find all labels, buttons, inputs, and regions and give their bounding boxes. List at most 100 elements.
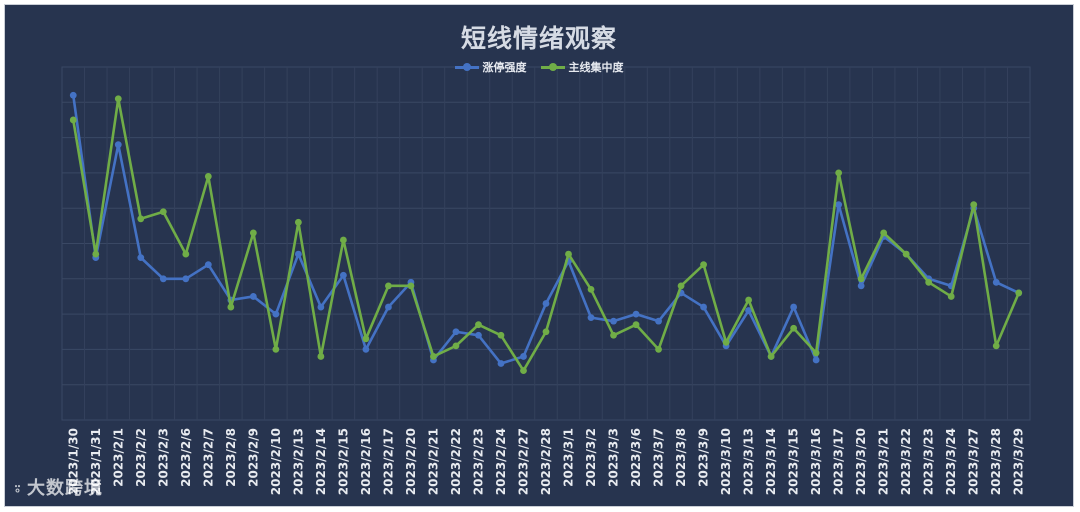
- x-tick-label: 2023/3/7: [652, 428, 666, 487]
- x-tick-label: 2023/2/15: [336, 428, 350, 495]
- x-tick-label: 2023/1/31: [89, 428, 103, 495]
- x-tick-label: 2023/3/3: [607, 428, 621, 487]
- legend-item-series-2[interactable]: 主线集中度: [540, 59, 624, 75]
- data-point-series-1: [339, 271, 347, 279]
- x-tick-label: 2023/3/27: [967, 428, 981, 495]
- data-point-series-2: [790, 324, 798, 332]
- data-point-series-2: [925, 278, 933, 286]
- x-tick-label: 2023/2/1: [111, 428, 125, 487]
- data-point-series-1: [114, 141, 122, 149]
- x-tick-label: 2023/2/24: [494, 428, 508, 495]
- data-point-series-2: [69, 116, 77, 124]
- x-tick-label: 2023/2/28: [539, 428, 553, 495]
- chart-legend: 涨停强度 主线集中度: [5, 59, 1073, 75]
- watermark-logo-icon: ⍤: [13, 480, 24, 498]
- data-point-series-2: [565, 250, 572, 258]
- data-point-series-2: [722, 338, 730, 346]
- x-tick-label: 2023/2/17: [381, 428, 395, 495]
- x-tick-label: 2023/3/6: [629, 428, 643, 487]
- x-tick-label: 2023/3/24: [944, 428, 958, 495]
- data-point-series-2: [294, 218, 302, 226]
- data-point-series-1: [700, 303, 707, 311]
- x-tick-label: 2023/3/10: [719, 428, 733, 495]
- data-point-series-1: [182, 275, 190, 283]
- data-point-series-2: [452, 342, 460, 350]
- x-tick-label: 2023/2/14: [314, 428, 328, 495]
- data-point-series-1: [294, 250, 302, 258]
- data-point-series-1: [317, 303, 325, 311]
- data-point-series-2: [767, 353, 775, 360]
- data-point-series-2: [114, 95, 122, 103]
- data-point-series-2: [587, 285, 595, 293]
- data-point-series-2: [857, 275, 865, 283]
- data-point-series-2: [159, 208, 167, 216]
- data-point-series-2: [204, 173, 212, 180]
- line-chart: 2023/1/30 2023/1/31 2023/2/1 2023/2/2 2023/2…: [61, 66, 1031, 495]
- watermark: ⍤ 大数跨境: [13, 474, 103, 500]
- data-point-series-1: [520, 353, 527, 360]
- data-point-series-1: [452, 328, 460, 336]
- data-point-series-2: [835, 169, 843, 177]
- data-point-series-2: [677, 282, 685, 290]
- data-point-series-2: [137, 215, 145, 223]
- data-point-series-1: [69, 91, 77, 99]
- data-point-series-1: [992, 278, 1000, 286]
- data-point-series-2: [542, 328, 550, 336]
- data-point-series-2: [475, 321, 482, 329]
- data-point-series-2: [880, 229, 888, 237]
- data-point-series-1: [249, 293, 257, 300]
- data-point-series-2: [92, 250, 100, 258]
- data-point-series-1: [587, 314, 595, 322]
- data-point-series-2: [902, 250, 910, 258]
- data-point-series-1: [159, 275, 167, 283]
- x-tick-label: 2023/2/23: [471, 428, 485, 495]
- x-tick-label: 2023/2/27: [516, 428, 530, 495]
- data-point-series-2: [339, 236, 347, 244]
- x-tick-label: 2023/3/1: [562, 428, 576, 487]
- data-point-series-1: [632, 310, 640, 318]
- data-point-series-2: [812, 349, 820, 357]
- data-point-series-1: [497, 360, 505, 367]
- x-tick-label: 2023/3/15: [787, 428, 801, 495]
- x-tick-label: 2023/2/10: [269, 428, 283, 495]
- x-tick-label: 2023/2/21: [426, 428, 440, 495]
- legend-label-series-1: 涨停强度: [482, 61, 527, 74]
- data-point-series-1: [745, 307, 753, 314]
- data-point-series-1: [857, 282, 865, 290]
- x-tick-label: 2023/3/9: [697, 428, 711, 487]
- chart-frame: 2023/1/30 2023/1/31 2023/2/1 2023/2/2 2023/2…: [4, 4, 1074, 507]
- data-point-series-2: [520, 367, 527, 374]
- series-line-1: [71, 95, 1020, 365]
- x-tick-label: 2023/2/13: [291, 428, 305, 495]
- data-point-series-2: [700, 261, 707, 269]
- data-point-series-2: [992, 342, 1000, 350]
- legend-swatch-series-2: [540, 62, 565, 72]
- x-tick-label: 2023/3/16: [809, 428, 823, 495]
- x-tick-label: 2023/3/13: [742, 428, 756, 495]
- data-point-series-2: [272, 346, 280, 353]
- x-tick-label: 2023/3/8: [674, 428, 688, 487]
- data-point-series-2: [497, 331, 505, 339]
- data-point-series-1: [812, 356, 820, 364]
- data-point-series-1: [475, 331, 482, 339]
- data-point-series-2: [362, 335, 370, 343]
- data-point-series-2: [385, 282, 392, 290]
- x-tick-label: 2023/2/16: [359, 428, 373, 495]
- x-tick-label: 2023/3/22: [899, 428, 913, 495]
- data-point-series-2: [1015, 289, 1023, 297]
- x-tick-label: 2023/3/21: [877, 428, 891, 495]
- data-point-series-1: [542, 300, 550, 307]
- x-tick-label: 2023/3/23: [922, 428, 936, 495]
- data-point-series-2: [610, 331, 617, 339]
- x-tick-label: 2023/3/20: [854, 428, 868, 495]
- x-tick-label: 2023/2/8: [224, 428, 238, 487]
- data-point-series-1: [610, 317, 617, 325]
- data-point-series-2: [227, 303, 235, 311]
- chart-title: 短线情绪观察: [460, 24, 617, 53]
- legend-label-series-2: 主线集中度: [568, 61, 624, 74]
- data-point-series-1: [655, 317, 662, 325]
- legend-item-series-1[interactable]: 涨停强度: [454, 59, 527, 75]
- data-point-series-2: [655, 346, 662, 353]
- x-tick-label: 2023/3/17: [832, 428, 846, 495]
- x-tick-label: 2023/2/6: [179, 428, 193, 487]
